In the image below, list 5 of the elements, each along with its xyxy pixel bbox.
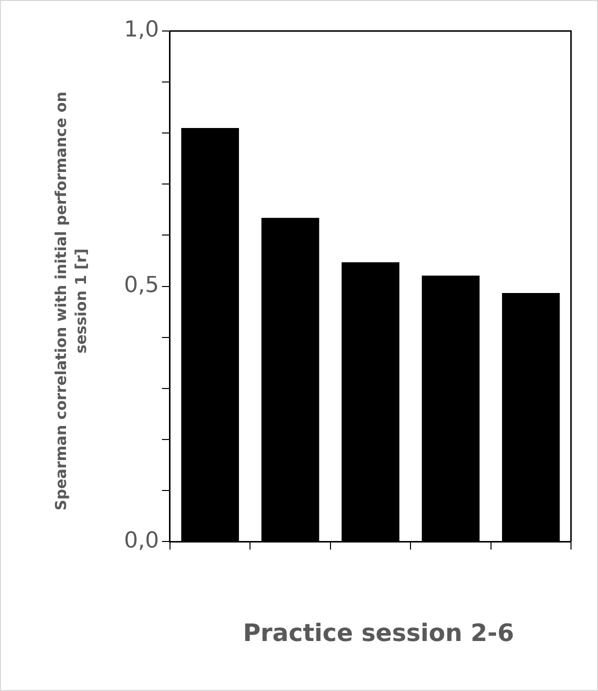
y-tick-label: 0,0	[124, 528, 159, 554]
y-tick-label: 1,0	[124, 18, 159, 43]
y-axis-title: Spearman correlation with initial performance on session 1 [r]	[51, 90, 91, 512]
x-axis-title: Practice session 2-6	[242, 619, 516, 647]
y-tick-label: 0,5	[124, 273, 159, 298]
